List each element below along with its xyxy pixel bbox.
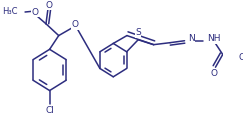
Text: O: O xyxy=(46,1,53,10)
Text: O: O xyxy=(72,20,78,29)
Text: O: O xyxy=(32,8,39,16)
Text: O: O xyxy=(238,53,243,62)
Text: Cl: Cl xyxy=(45,106,54,115)
Text: S: S xyxy=(135,28,141,37)
Text: N: N xyxy=(188,34,195,43)
Text: NH: NH xyxy=(207,34,221,43)
Text: O: O xyxy=(210,69,217,78)
Text: H₃C: H₃C xyxy=(2,7,18,15)
